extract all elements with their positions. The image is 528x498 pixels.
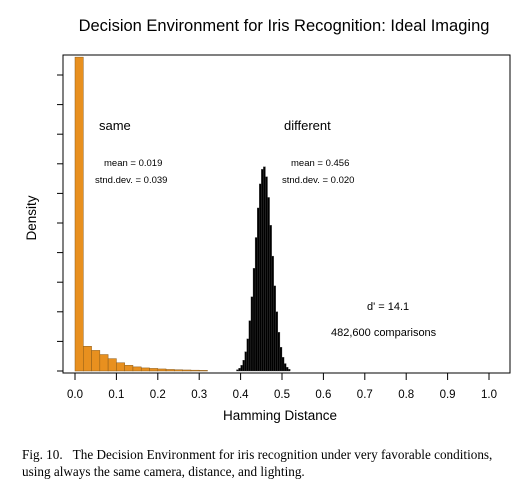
different-bar: [240, 365, 243, 372]
different-bar: [267, 197, 270, 372]
different-bar: [257, 207, 260, 372]
x-tick-label: 1.0: [481, 389, 497, 401]
different-bar: [246, 338, 250, 372]
different-bar: [244, 351, 247, 372]
y-axis: [57, 74, 63, 372]
different-histogram: [236, 166, 291, 372]
same-bar: [190, 369, 200, 372]
same-bar: [99, 354, 109, 372]
comparisons-label: 482,600 comparisons: [331, 327, 437, 339]
same-sd: stnd.dev. = 0.039: [95, 175, 167, 186]
x-axis: 0.0 0.1 0.2 0.3 0.4 0.5 0.6 0.7 0.8 0.9 1.0: [67, 373, 497, 401]
x-tick-label: 0.5: [274, 389, 290, 401]
different-bar: [279, 347, 283, 372]
different-bar: [288, 369, 291, 372]
chart-title: Decision Environment for Iris Recognitio…: [79, 17, 490, 35]
different-bar: [252, 268, 256, 372]
chart: Decision Environment for Iris Recognitio…: [24, 17, 511, 423]
different-bar: [269, 225, 272, 372]
different-bar: [236, 369, 239, 372]
x-tick-label: 0.2: [150, 389, 166, 401]
same-bar: [140, 367, 150, 372]
different-bar: [277, 332, 281, 372]
same-label: same: [99, 118, 131, 133]
same-bar: [132, 366, 142, 372]
same-bar: [174, 369, 183, 372]
different-bar: [273, 285, 276, 372]
different-bar: [250, 296, 254, 372]
x-axis-label: Hamming Distance: [223, 408, 337, 423]
y-axis-label: Density: [24, 195, 39, 240]
same-bar: [83, 346, 92, 372]
figure-caption: Fig. 10. The Decision Environment for iri…: [22, 446, 522, 480]
same-bar: [198, 370, 208, 372]
x-tick-label: 0.7: [357, 389, 373, 401]
same-bar: [91, 350, 101, 372]
same-bar: [74, 56, 84, 372]
x-tick-label: 0.4: [233, 389, 250, 401]
x-tick-label: 0.6: [315, 389, 331, 401]
different-bar: [242, 360, 245, 372]
same-bar: [116, 362, 125, 372]
same-bar: [124, 365, 134, 372]
different-bar: [263, 166, 266, 372]
different-bar: [238, 368, 241, 372]
same-bar: [107, 358, 117, 372]
same-bar: [182, 369, 192, 372]
different-bar: [261, 169, 264, 372]
x-tick-label: 0.3: [191, 389, 207, 401]
different-bar: [271, 255, 274, 372]
same-mean: mean = 0.019: [104, 158, 162, 169]
figure-caption-text: The Decision Environment for iris recogn…: [22, 447, 493, 479]
different-bar: [283, 363, 287, 372]
x-tick-label: 0.8: [398, 389, 414, 401]
different-bar: [259, 183, 262, 372]
different-bar: [275, 311, 279, 372]
figure-caption-label: Fig. 10.: [22, 447, 63, 462]
different-bar: [265, 176, 268, 372]
x-tick-label: 0.0: [67, 389, 83, 401]
same-bar: [157, 368, 167, 372]
same-bar: [165, 369, 175, 372]
x-tick-label: 0.1: [108, 389, 124, 401]
different-mean: mean = 0.456: [291, 158, 349, 169]
different-bar: [281, 357, 285, 372]
different-bar: [254, 237, 258, 372]
different-bar: [285, 367, 289, 372]
x-tick-label: 0.9: [440, 389, 456, 401]
plot-frame: [62, 54, 511, 374]
same-bar: [149, 368, 159, 372]
dprime-label: d' = 14.1: [367, 301, 409, 313]
different-label: different: [284, 118, 331, 133]
same-histogram: [74, 56, 208, 372]
different-bar: [248, 320, 252, 372]
different-sd: stnd.dev. = 0.020: [282, 175, 354, 186]
